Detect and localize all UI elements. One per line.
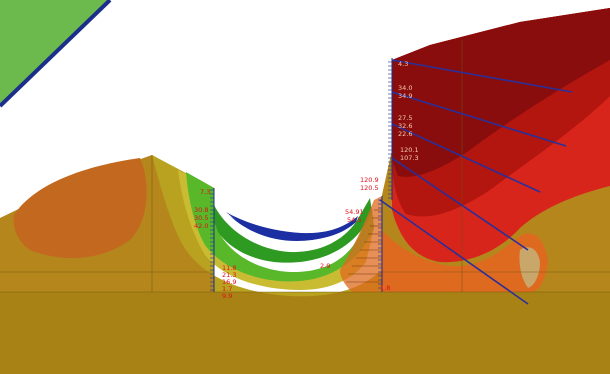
label-left-base-4: 1.7 — [222, 285, 232, 293]
corner-badge-border — [0, 0, 112, 108]
anchor-5 — [379, 199, 529, 305]
right-toe-hatching — [346, 209, 382, 283]
left-wall-ticks — [210, 189, 214, 291]
label-right-wall-6: 22.6 — [398, 130, 412, 138]
label-right-wall-2: 34.0 — [398, 84, 412, 92]
label-right-wall-1: 4.3 — [398, 60, 408, 68]
base-soil-layer — [0, 292, 610, 374]
label-right-wall-7: 120.1 — [400, 146, 419, 154]
excavation-water-fill — [226, 212, 358, 241]
label-right-base: 1.8 — [380, 284, 390, 292]
ground-anchors — [379, 59, 573, 305]
label-right-toe-3: 54.91 — [345, 208, 364, 216]
excavation-water-pocket — [230, 216, 356, 241]
label-right-wall-3: 34.9 — [398, 92, 412, 100]
layer-boundaries — [0, 40, 610, 293]
anchor-3 — [391, 123, 541, 193]
excavation-green-outer — [186, 172, 374, 282]
label-right-toe-1: 120.9 — [360, 176, 379, 184]
label-right-wall-4: 27.5 — [398, 114, 412, 122]
right-toe-hatch-zone — [340, 196, 382, 292]
label-left-wall-2: 30.8 — [194, 206, 208, 214]
label-left-wall-1: 7.3 — [200, 188, 210, 196]
anchor-4 — [391, 157, 529, 251]
excavation-green-inner — [214, 198, 372, 263]
label-right-toe-4: 54.5 — [347, 216, 361, 224]
left-hill-bulb — [13, 158, 147, 259]
anchor-1 — [391, 59, 573, 93]
label-left-base-1: 11.8 — [222, 264, 236, 272]
right-orange-patch — [382, 230, 548, 292]
label-left-wall-4: 42.0 — [194, 222, 208, 230]
right-red-dark-zone — [392, 8, 610, 177]
label-left-base-3: 16.9 — [222, 278, 236, 286]
label-right-wall-8: 107.3 — [400, 154, 419, 162]
label-left-base-5: 9.9 — [222, 292, 232, 300]
label-left-base-2: 21.3 — [222, 271, 236, 279]
anchor-2 — [391, 91, 567, 147]
label-right-wall-5: 32.6 — [398, 122, 412, 130]
label-mid-base: 2.9 — [320, 262, 330, 270]
right-wall-ticks — [378, 61, 392, 289]
right-ground-pale-patch — [519, 247, 540, 288]
label-right-toe-2: 120.5 — [360, 184, 379, 192]
label-left-wall-3: 30.5 — [194, 214, 208, 222]
